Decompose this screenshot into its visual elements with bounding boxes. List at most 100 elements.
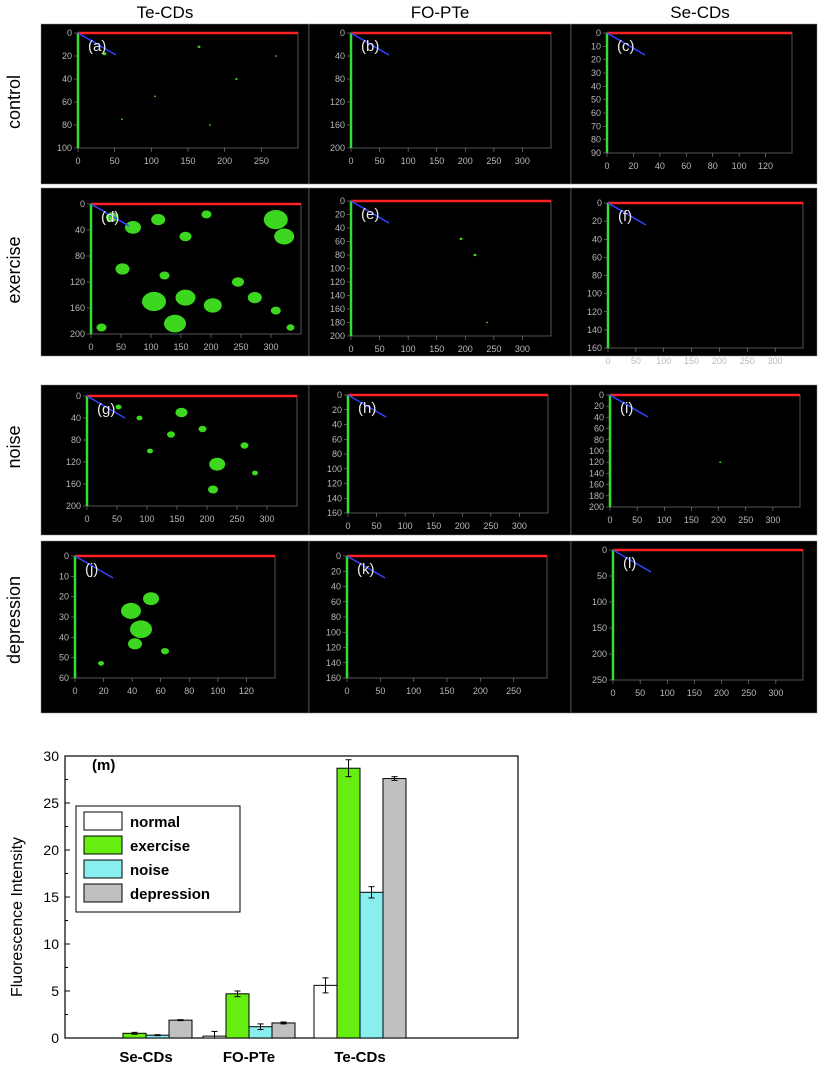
x-tick-label: 200 [458, 156, 473, 166]
z-axis-line [607, 202, 647, 226]
panel-label: (i) [620, 400, 633, 417]
column-label-te-cds: Te-CDs [137, 3, 194, 22]
y-tick-label: 0 [64, 551, 69, 561]
x-tick-label: 300 [263, 342, 278, 352]
z-axis-line [77, 32, 117, 56]
x-tick-label: 150 [429, 156, 444, 166]
legend-swatch-depression [83, 883, 123, 903]
y-tick-label: 160 [330, 120, 345, 130]
z-axis-line [74, 555, 114, 579]
x-tick-label: 0 [345, 521, 350, 531]
y-tick-label: 40 [335, 223, 345, 233]
fluorescence-spot [486, 321, 488, 324]
x-tick-label: 250 [741, 688, 756, 698]
panel-label: (a) [88, 38, 106, 55]
fluorescence-spot [252, 470, 258, 476]
x-tick-label: 50 [632, 515, 642, 525]
x-tick-label: 250 [486, 344, 501, 354]
y-tick-label: 20 [59, 592, 69, 602]
y-tick-label: 40 [591, 81, 601, 91]
x-tick-label: 200 [714, 688, 729, 698]
y-tick-label: 30 [43, 748, 59, 764]
x-tick-label: 100 [398, 521, 413, 531]
y-tick-label: 80 [335, 74, 345, 84]
y-tick-label: 0 [596, 28, 601, 38]
y-tick-label: 30 [59, 612, 69, 622]
y-tick-label: 180 [589, 491, 604, 501]
x-tick-label: 100 [401, 156, 416, 166]
x-tick-label: 100 [732, 161, 747, 171]
y-tick-label: 60 [59, 673, 69, 683]
x-tick-label: 200 [458, 344, 473, 354]
category-label: Te-CDs [334, 1049, 385, 1066]
y-tick-label: 120 [330, 97, 345, 107]
y-tick-label: 10 [59, 571, 69, 581]
x-tick-label: 150 [173, 342, 188, 352]
y-tick-label: 30 [591, 68, 601, 78]
y-tick-label: 80 [591, 135, 601, 145]
x-tick-label: 50 [116, 342, 126, 352]
fluorescence-spot [275, 55, 277, 57]
x-tick-label: 80 [184, 686, 194, 696]
y-tick-label: 80 [594, 435, 604, 445]
y-tick-label: 0 [336, 551, 341, 561]
y-tick-label: 50 [597, 571, 607, 581]
y-tick-label: 80 [592, 271, 602, 281]
x-tick-label: 0 [344, 686, 349, 696]
x-tick-label: 50 [110, 156, 120, 166]
x-tick-label: 150 [684, 515, 699, 525]
fluorescence-spot [167, 431, 175, 438]
fluorescence-spot [197, 45, 201, 48]
y-tick-label: 0 [602, 545, 607, 555]
y-tick-label: 70 [591, 121, 601, 131]
y-tick-label: 0 [599, 390, 604, 400]
bar-depression-se-cds [168, 1019, 193, 1039]
x-tick-label: 50 [112, 514, 122, 524]
y-tick-label: 60 [62, 97, 72, 107]
panel-label: (l) [623, 555, 636, 572]
x-tick-label: 250 [740, 356, 755, 366]
fluorescence-spot [198, 425, 207, 433]
fluorescence-spot [147, 448, 153, 454]
y-tick-label: 40 [62, 74, 72, 84]
x-tick-label: 0 [72, 686, 77, 696]
y-tick-label: 160 [330, 304, 345, 314]
x-tick-label: 120 [239, 686, 254, 696]
y-tick-label: 200 [589, 502, 604, 512]
fluorescence-spot [159, 271, 170, 280]
x-tick-label: 200 [455, 521, 470, 531]
y-tick-label: 10 [591, 41, 601, 51]
x-tick-label: 250 [233, 342, 248, 352]
x-tick-label: 100 [401, 344, 416, 354]
x-tick-label: 0 [348, 156, 353, 166]
x-tick-label: 80 [708, 161, 718, 171]
panel-background [308, 23, 572, 185]
x-tick-label: 100 [657, 515, 672, 525]
x-tick-label: 150 [169, 514, 184, 524]
fluorescence-spot [161, 647, 169, 655]
fluorescence-spot [175, 289, 196, 306]
x-tick-label: 100 [210, 686, 225, 696]
x-tick-label: 0 [88, 342, 93, 352]
category-label: FO-PTe [223, 1049, 275, 1066]
x-tick-label: 0 [607, 515, 612, 525]
x-tick-label: 0 [75, 156, 80, 166]
x-tick-label: 60 [681, 161, 691, 171]
panel-background [40, 384, 310, 536]
z-axis-line [350, 32, 390, 56]
x-tick-label: 100 [656, 356, 671, 366]
x-tick-label: 200 [711, 515, 726, 525]
fluorescence-spot [201, 210, 212, 219]
y-tick-label: 100 [326, 627, 341, 637]
y-tick-label: 200 [70, 329, 85, 339]
x-tick-label: 300 [765, 515, 780, 525]
y-tick-label: 120 [70, 277, 85, 287]
y-tick-label: 80 [335, 250, 345, 260]
y-tick-label: 20 [62, 51, 72, 61]
panel-label: (d) [101, 209, 119, 226]
y-tick-label: 0 [340, 28, 345, 38]
row-label-exercise: exercise [4, 236, 24, 303]
